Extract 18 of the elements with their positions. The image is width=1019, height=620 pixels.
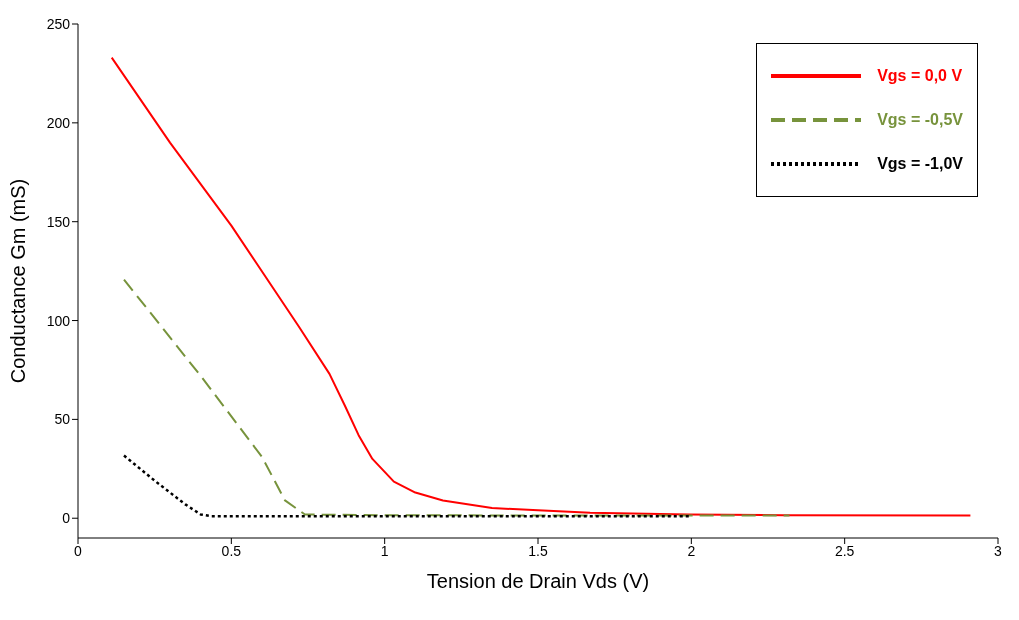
y-tick-label: 200	[46, 114, 71, 131]
x-tick-label: 2.5	[834, 542, 855, 559]
x-tick-label: 1	[380, 542, 389, 559]
y-tick-label: 150	[46, 213, 71, 230]
y-tick-label: 250	[46, 15, 71, 32]
x-tick-label: 3	[994, 542, 1003, 559]
legend-frame: Vgs = 0,0 V Vgs = -0,5V Vgs = -1,0V	[756, 43, 978, 197]
x-tick-label: 0	[74, 542, 83, 559]
line-series	[123, 278, 791, 517]
x-axis-title: Tension de Drain Vds (V)	[426, 570, 650, 592]
y-tick-label: 50	[54, 411, 71, 428]
line-series	[110, 56, 972, 517]
x-tick-label: 2	[687, 542, 696, 559]
x-tick-label: 1.5	[528, 542, 548, 559]
y-tick-label: 0	[62, 510, 71, 527]
y-tick-label: 100	[46, 312, 71, 329]
x-tick-label: 0.5	[221, 542, 242, 559]
y-axis-title: Conductance Gm (mS)	[7, 178, 30, 384]
